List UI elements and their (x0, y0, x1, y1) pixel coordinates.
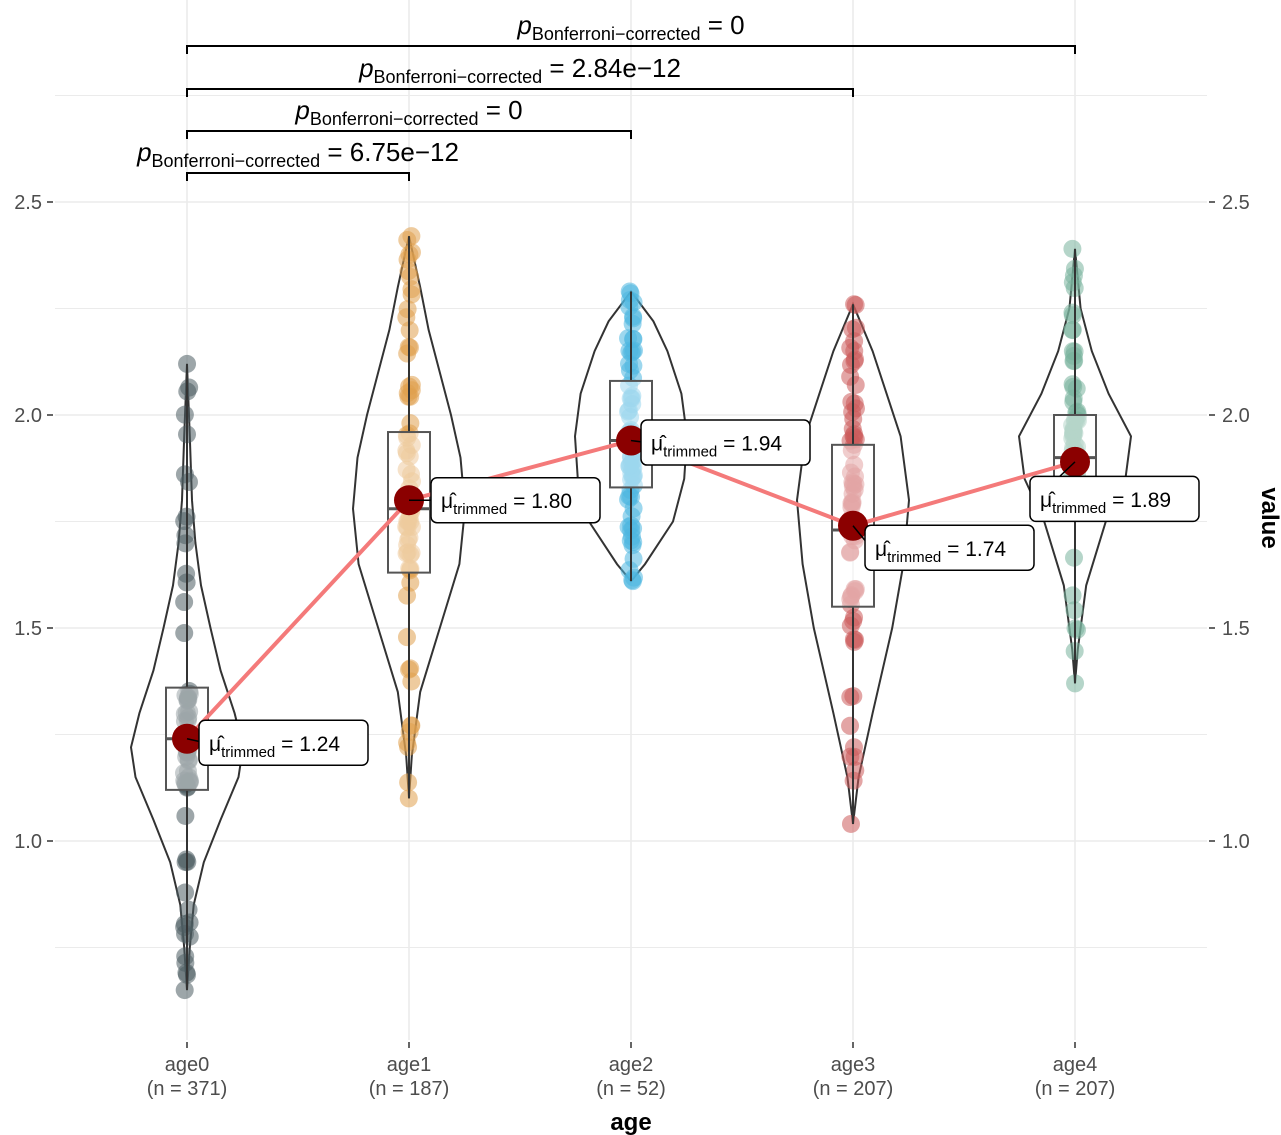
data-point (176, 947, 195, 966)
mean-label-age3: μ̂trimmed = 1.74 (875, 538, 1006, 566)
y-tick-label-right: 2.5 (1222, 192, 1250, 214)
data-point (843, 473, 862, 492)
data-points (175, 227, 1087, 1000)
comparison-bracket (186, 88, 854, 97)
comparison-brackets: pBonferroni−corrected = 6.75e−12 pBonferr… (136, 10, 1076, 181)
x-tick-count-age3: (n = 207) (813, 1078, 894, 1100)
mean-label-age4: μ̂trimmed = 1.89 (1040, 489, 1171, 517)
comparison-bracket (186, 45, 1076, 54)
y-tick-label-left: 2.5 (14, 192, 42, 214)
x-tick-label-age2: age2 (609, 1054, 654, 1076)
mean-label-age0: μ̂trimmed = 1.24 (209, 733, 340, 761)
mean-label-box (430, 476, 601, 524)
x-tick-count-age4: (n = 207) (1035, 1078, 1116, 1100)
comparison-label: pBonferroni−corrected = 2.84e−12 (358, 53, 681, 87)
data-point (846, 630, 865, 649)
data-point (624, 549, 643, 568)
data-point (1064, 377, 1083, 396)
mean-label-box (1029, 475, 1200, 523)
data-point (620, 361, 639, 380)
data-point (623, 571, 642, 590)
data-point (841, 688, 860, 707)
mean-label-box (640, 419, 811, 466)
data-point (397, 628, 416, 647)
data-point (402, 285, 421, 304)
data-point (179, 900, 198, 919)
data-point (179, 690, 198, 709)
x-tick-count-age1: (n = 187) (369, 1078, 450, 1100)
mean-labels: μ̂trimmed = 1.24 μ̂trimmed = 1.80 μ̂trimme… (186, 419, 1200, 767)
data-point (175, 593, 194, 612)
mean-label-box (198, 719, 369, 767)
data-point (624, 309, 643, 328)
data-point (1063, 320, 1082, 339)
mean-label-age1: μ̂trimmed = 1.80 (441, 490, 572, 518)
data-point (1067, 411, 1086, 430)
data-point (841, 367, 860, 386)
data-point (841, 814, 860, 833)
data-point (1063, 586, 1082, 605)
y-tick-label-left: 1.5 (14, 618, 42, 640)
data-point (398, 512, 417, 531)
data-point (178, 762, 197, 781)
mean-label-age2: μ̂trimmed = 1.94 (651, 433, 782, 461)
x-tick-label-age4: age4 (1053, 1054, 1098, 1076)
comparison-bracket (186, 130, 632, 139)
data-point (176, 806, 195, 825)
mean-label-box (864, 524, 1035, 572)
comparison-label: pBonferroni−corrected = 6.75e−12 (136, 137, 459, 171)
data-point (175, 624, 194, 643)
data-point (397, 460, 416, 479)
data-point (620, 341, 639, 360)
data-point (846, 318, 865, 337)
x-tick-label-age3: age3 (831, 1054, 876, 1076)
data-point (402, 543, 421, 562)
data-point (841, 590, 860, 609)
data-point (841, 716, 860, 735)
y-tick-label-right: 2.0 (1222, 405, 1250, 427)
y-tick-label-left: 1.0 (14, 831, 42, 853)
y-tick-label-left: 2.0 (14, 405, 42, 427)
x-tick-label-age1: age1 (387, 1054, 432, 1076)
data-point (175, 981, 194, 1000)
data-point (620, 291, 639, 310)
y-tick-label-right: 1.5 (1222, 618, 1250, 640)
data-point (175, 465, 194, 484)
data-point (176, 883, 195, 902)
data-point (175, 405, 194, 424)
data-point (401, 659, 420, 678)
data-point (1063, 303, 1082, 322)
data-point (846, 296, 865, 315)
data-point (621, 389, 640, 408)
data-point (176, 526, 195, 545)
y-axis-title: value (1256, 487, 1281, 548)
axes: 1.0 1.0 1.5 1.5 2.0 2.0 2.5 2.5 age0(n = 371) age… (14, 192, 1250, 1100)
data-point (401, 267, 420, 286)
data-point (398, 250, 417, 269)
x-tick-label-age0: age0 (165, 1054, 210, 1076)
data-point (402, 381, 421, 400)
comparison-label: pBonferroni−corrected = 0 (294, 95, 522, 129)
data-point (398, 586, 417, 605)
data-point (175, 512, 194, 531)
comparison-bracket (186, 172, 410, 181)
x-tick-count-age2: (n = 52) (596, 1078, 665, 1100)
data-point (845, 342, 864, 361)
data-point (398, 300, 417, 319)
x-axis-title: age (610, 1109, 651, 1135)
comparison-label: pBonferroni−corrected = 0 (516, 10, 744, 44)
x-tick-count-age0: (n = 371) (147, 1078, 228, 1100)
data-point (1063, 239, 1082, 258)
data-point (843, 494, 862, 513)
y-tick-label-right: 1.0 (1222, 831, 1250, 853)
data-point (175, 918, 194, 937)
